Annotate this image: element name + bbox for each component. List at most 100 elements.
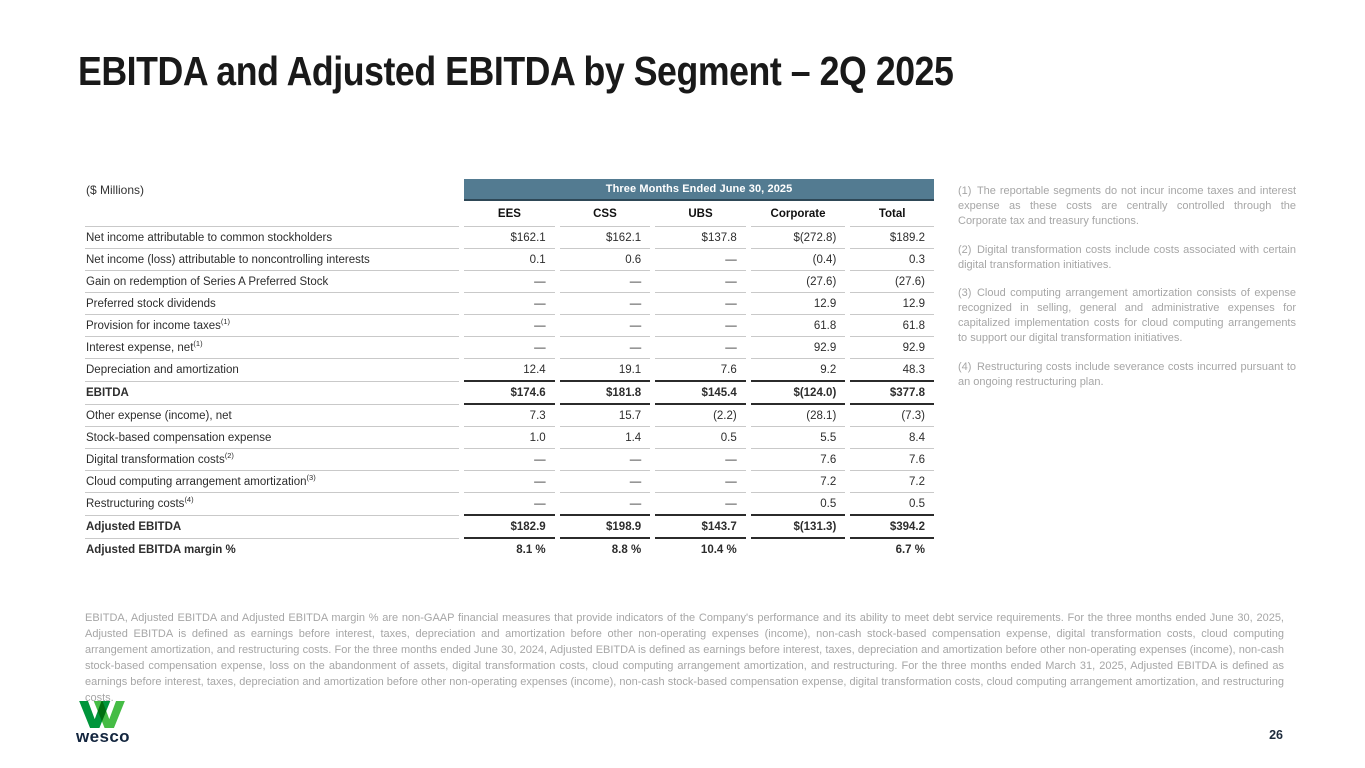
column-header-row: EES CSS UBS Corporate Total	[85, 200, 934, 227]
row-label: Stock-based compensation expense	[85, 426, 460, 449]
table-row: Other expense (income), net 7.3 15.7 (2.2)(…	[85, 403, 934, 427]
cell-value: —	[464, 492, 555, 515]
cell-value: $198.9	[559, 514, 651, 538]
table-row: Depreciation and amortization 12.4 19.1 7.6…	[85, 358, 934, 381]
segment-table: ($ Millions) Three Months Ended June 30,…	[85, 179, 934, 560]
cell-value: 7.6	[850, 448, 934, 471]
table-row: Gain on redemption of Series A Preferred…	[85, 270, 934, 293]
cell-value: $182.9	[464, 514, 555, 538]
cell-value: $(124.0)	[750, 380, 846, 404]
cell-value: 0.5	[850, 492, 934, 515]
cell-value: —	[559, 270, 651, 293]
cell-value: $189.2	[850, 226, 934, 249]
cell-value: —	[559, 336, 651, 359]
table-row: Stock-based compensation expense 1.0 1.4 0.…	[85, 426, 934, 449]
footnote-item: (4) Restructuring costs include severanc…	[958, 360, 1296, 388]
cell-value: —	[559, 448, 651, 471]
table-row: Digital transformation costs(2) — — —7.6 7.6	[85, 448, 934, 471]
cell-value: (0.4)	[750, 248, 846, 271]
cell-value: —	[655, 248, 746, 271]
cell-value: —	[559, 314, 651, 337]
column-header-css: CSS	[593, 208, 617, 220]
cell-value: $394.2	[850, 514, 934, 538]
header-spacer	[85, 200, 459, 227]
row-label: Depreciation and amortization	[85, 358, 460, 381]
cell-value: 7.6	[655, 358, 746, 381]
cell-value: 6.7 %	[850, 537, 934, 560]
column-header-ees: EES	[497, 208, 521, 220]
wesco-w-icon	[79, 701, 125, 728]
footnote-ref: (1)	[193, 339, 203, 349]
table-row: Net income (loss) attributable to noncon…	[85, 248, 934, 271]
footnote-ref: (3)	[306, 473, 316, 483]
table-row: Restructuring costs(4) — — —0.5 0.5	[85, 492, 934, 515]
cell-value: 92.9	[850, 336, 934, 359]
footnote-ref: (1)	[220, 317, 231, 327]
cell-value: 8.1 %	[464, 537, 555, 560]
wesco-logo-text: wesco	[76, 727, 130, 746]
cell-value: —	[464, 314, 555, 337]
wesco-logo: wesco	[76, 701, 146, 745]
cell-value: $162.1	[559, 226, 651, 249]
cell-value: (2.2)	[655, 403, 746, 427]
row-label: Adjusted EBITDA	[85, 514, 460, 538]
cell-value: 8.4	[850, 426, 934, 449]
cell-value: (27.6)	[750, 270, 846, 293]
cell-value: 0.3	[850, 248, 934, 271]
cell-value: —	[655, 292, 746, 315]
row-label: Interest expense, net(1)	[85, 336, 460, 359]
row-label: Restructuring costs(4)	[85, 492, 460, 515]
cell-value: 1.4	[559, 426, 651, 449]
cell-value: —	[464, 448, 555, 471]
cell-value: 19.1	[559, 358, 651, 381]
cell-value: —	[464, 292, 555, 315]
page-title: EBITDA and Adjusted EBITDA by Segment – …	[78, 48, 954, 94]
table-row: Net income attributable to common stockh…	[85, 226, 934, 249]
cell-value: —	[655, 492, 746, 515]
cell-value: —	[655, 314, 746, 337]
cell-value: $143.7	[655, 514, 746, 538]
table-row: Adjusted EBITDA $182.9 $198.9 $143.7 $(131.3…	[85, 514, 934, 538]
cell-value: —	[464, 270, 555, 293]
table-row: Interest expense, net(1) — — —92.9 92.9	[85, 336, 934, 359]
row-label: Preferred stock dividends	[85, 292, 460, 315]
cell-value: 0.5	[750, 492, 846, 515]
cell-value: 12.9	[850, 292, 934, 315]
cell-value: $137.8	[655, 226, 746, 249]
cell-value: $174.6	[464, 380, 555, 404]
cell-value: $181.8	[559, 380, 651, 404]
cell-value: 1.0	[464, 426, 555, 449]
cell-value: 7.3	[464, 403, 555, 427]
cell-value: 9.2	[750, 358, 846, 381]
cell-value	[750, 537, 846, 560]
cell-value: 61.8	[850, 314, 934, 337]
row-label: Provision for income taxes(1)	[85, 314, 460, 337]
disclaimer-text: EBITDA, Adjusted EBITDA and Adjusted EBI…	[85, 612, 1284, 704]
row-label: EBITDA	[85, 380, 460, 404]
cell-value: 8.8 %	[559, 537, 651, 560]
cell-value: —	[464, 336, 555, 359]
footnote-item: (3) Cloud computing arrangement amortiza…	[958, 286, 1296, 345]
cell-value: $145.4	[655, 380, 746, 404]
cell-value: 48.3	[850, 358, 934, 381]
row-label: Net income attributable to common stockh…	[85, 226, 460, 249]
cell-value: 15.7	[559, 403, 651, 427]
cell-value: 61.8	[750, 314, 846, 337]
row-label: Cloud computing arrangement amortization…	[85, 470, 460, 493]
column-header-corporate: Corporate	[770, 208, 826, 220]
footnote-item: (2) Digital transformation costs include…	[958, 243, 1296, 271]
cell-value: $377.8	[850, 380, 934, 404]
cell-value: 0.1	[464, 248, 555, 271]
banner-row: ($ Millions) Three Months Ended June 30,…	[85, 179, 934, 201]
cell-value: (27.6)	[850, 270, 934, 293]
footnotes: (1) The reportable segments do not incur…	[958, 184, 1296, 403]
cell-value: 0.5	[655, 426, 746, 449]
table-row: Cloud computing arrangement amortization…	[85, 470, 934, 493]
cell-value: 0.6	[559, 248, 651, 271]
table-row: Preferred stock dividends — — —12.9 12.9	[85, 292, 934, 315]
row-label: Adjusted EBITDA margin %	[85, 537, 460, 560]
row-label: Digital transformation costs(2)	[85, 448, 460, 471]
cell-value: 5.5	[750, 426, 846, 449]
cell-value: 7.2	[850, 470, 934, 493]
